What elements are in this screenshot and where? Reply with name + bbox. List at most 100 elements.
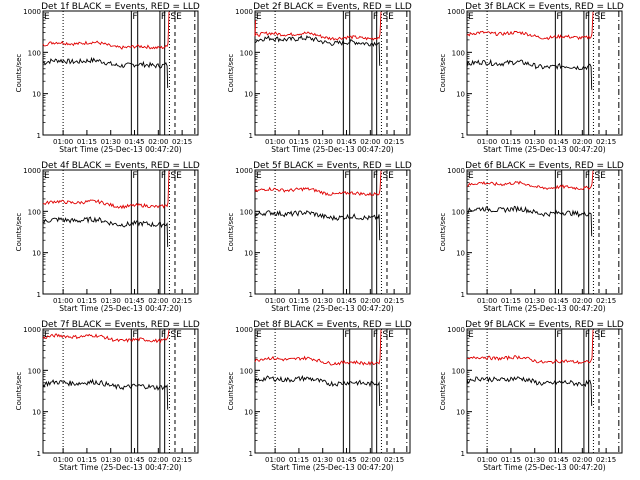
y-tick-label: 1 [461,291,465,299]
panel-title: Det 2f BLACK = Events, RED = LLD [253,2,412,12]
y-axis-label: Counts/sec [227,213,235,252]
y-tick-label: 1 [461,450,465,458]
x-tick-label: 02:00 [360,456,380,464]
x-tick-label: 02:15 [596,456,616,464]
y-tick-label: 10 [456,250,465,258]
x-tick-label: 01:45 [548,138,568,146]
y-tick-label: 100 [452,208,465,216]
series-lld-line [466,11,594,41]
series-lld-line [42,11,170,50]
series-lld-line [254,170,382,196]
series-lld-line [42,170,170,210]
series-events-line [42,378,169,410]
series-events-line [42,56,169,89]
y-tick-label: 10 [32,91,41,99]
x-tick-label: 01:30 [313,456,333,464]
series-events-line [42,216,169,248]
x-tick-label: 01:30 [525,138,545,146]
flag-label-f: F [344,171,349,181]
flag-label-f: F [161,171,166,181]
series-events-line [254,375,381,407]
y-tick-label: 10 [32,250,41,258]
y-tick-label: 1000 [235,326,253,334]
x-axis-label: Start Time (25-Dec-13 00:47:20) [271,304,393,313]
flag-label-se: SE [382,171,394,181]
y-tick-label: 100 [240,367,253,375]
flag-label-f: F [344,12,349,22]
x-tick-label: 01:30 [525,297,545,305]
y-tick-label: 1000 [23,326,41,334]
flag-label-e: E [256,171,262,181]
x-tick-label: 01:00 [265,297,285,305]
y-tick-label: 1 [37,291,41,299]
x-tick-label: 01:30 [313,138,333,146]
flag-label-f: F [556,12,561,22]
x-tick-label: 01:15 [501,297,521,305]
x-tick-label: 02:00 [572,456,592,464]
flag-label-e: E [468,330,474,340]
x-tick-label: 01:15 [289,297,309,305]
y-tick-label: 10 [244,409,253,417]
series-events-line [466,376,593,407]
flag-label-f: F [161,330,166,340]
x-tick-label: 02:15 [384,456,404,464]
panel-title: Det 6f BLACK = Events, RED = LLD [465,161,624,171]
flag-label-e: E [468,12,474,22]
x-tick-label: 02:15 [172,456,192,464]
flag-label-f: F [373,12,378,22]
x-tick-label: 01:45 [124,138,144,146]
flag-label-e: E [44,171,50,181]
x-tick-label: 02:00 [360,297,380,305]
flag-label-f: F [132,171,137,181]
y-tick-label: 100 [28,367,41,375]
flag-label-se: SE [594,12,606,22]
flag-label-f: F [585,330,590,340]
plot-frame [254,10,411,136]
y-tick-label: 1000 [447,8,465,16]
x-tick-label: 01:30 [525,456,545,464]
y-tick-label: 10 [244,250,253,258]
x-tick-label: 01:45 [336,456,356,464]
y-tick-label: 100 [28,49,41,57]
series-lld-line [254,329,382,366]
y-tick-label: 10 [456,409,465,417]
x-tick-label: 01:45 [336,138,356,146]
x-tick-label: 01:15 [77,297,97,305]
detector-panel-7: Det 7f BLACK = Events, RED = LLD 1 10 100 10… [15,320,200,472]
flag-label-f: F [585,171,590,181]
flag-label-f: F [344,330,349,340]
plot-frame [42,169,199,295]
y-axis-label: Counts/sec [15,372,23,411]
x-axis-label: Start Time (25-Dec-13 00:47:20) [483,304,605,313]
x-tick-label: 01:00 [53,297,73,305]
y-tick-label: 100 [28,208,41,216]
x-axis-label: Start Time (25-Dec-13 00:47:20) [483,463,605,472]
x-tick-label: 01:00 [53,138,73,146]
y-tick-label: 1 [37,132,41,140]
x-tick-label: 01:15 [77,138,97,146]
x-tick-label: 01:15 [501,456,521,464]
series-lld-line [466,329,594,365]
flag-label-se: SE [382,330,394,340]
y-tick-label: 1 [249,450,253,458]
x-tick-label: 01:45 [336,297,356,305]
x-tick-label: 02:15 [596,138,616,146]
y-axis-label: Counts/sec [439,372,447,411]
x-axis-label: Start Time (25-Dec-13 00:47:20) [271,463,393,472]
panel-title: Det 3f BLACK = Events, RED = LLD [465,2,624,12]
y-tick-label: 1 [461,132,465,140]
series-lld-line [254,11,382,41]
x-tick-label: 02:00 [572,138,592,146]
flag-label-se: SE [170,171,182,181]
y-tick-label: 1000 [447,167,465,175]
flag-label-f: F [556,171,561,181]
y-tick-label: 1000 [23,167,41,175]
y-axis-label: Counts/sec [227,372,235,411]
series-events-line [254,34,381,66]
x-tick-label: 01:30 [101,297,121,305]
plot-frame [42,328,199,454]
plot-frame [42,10,199,136]
plot-frame [254,328,411,454]
series-events-line [466,58,593,90]
